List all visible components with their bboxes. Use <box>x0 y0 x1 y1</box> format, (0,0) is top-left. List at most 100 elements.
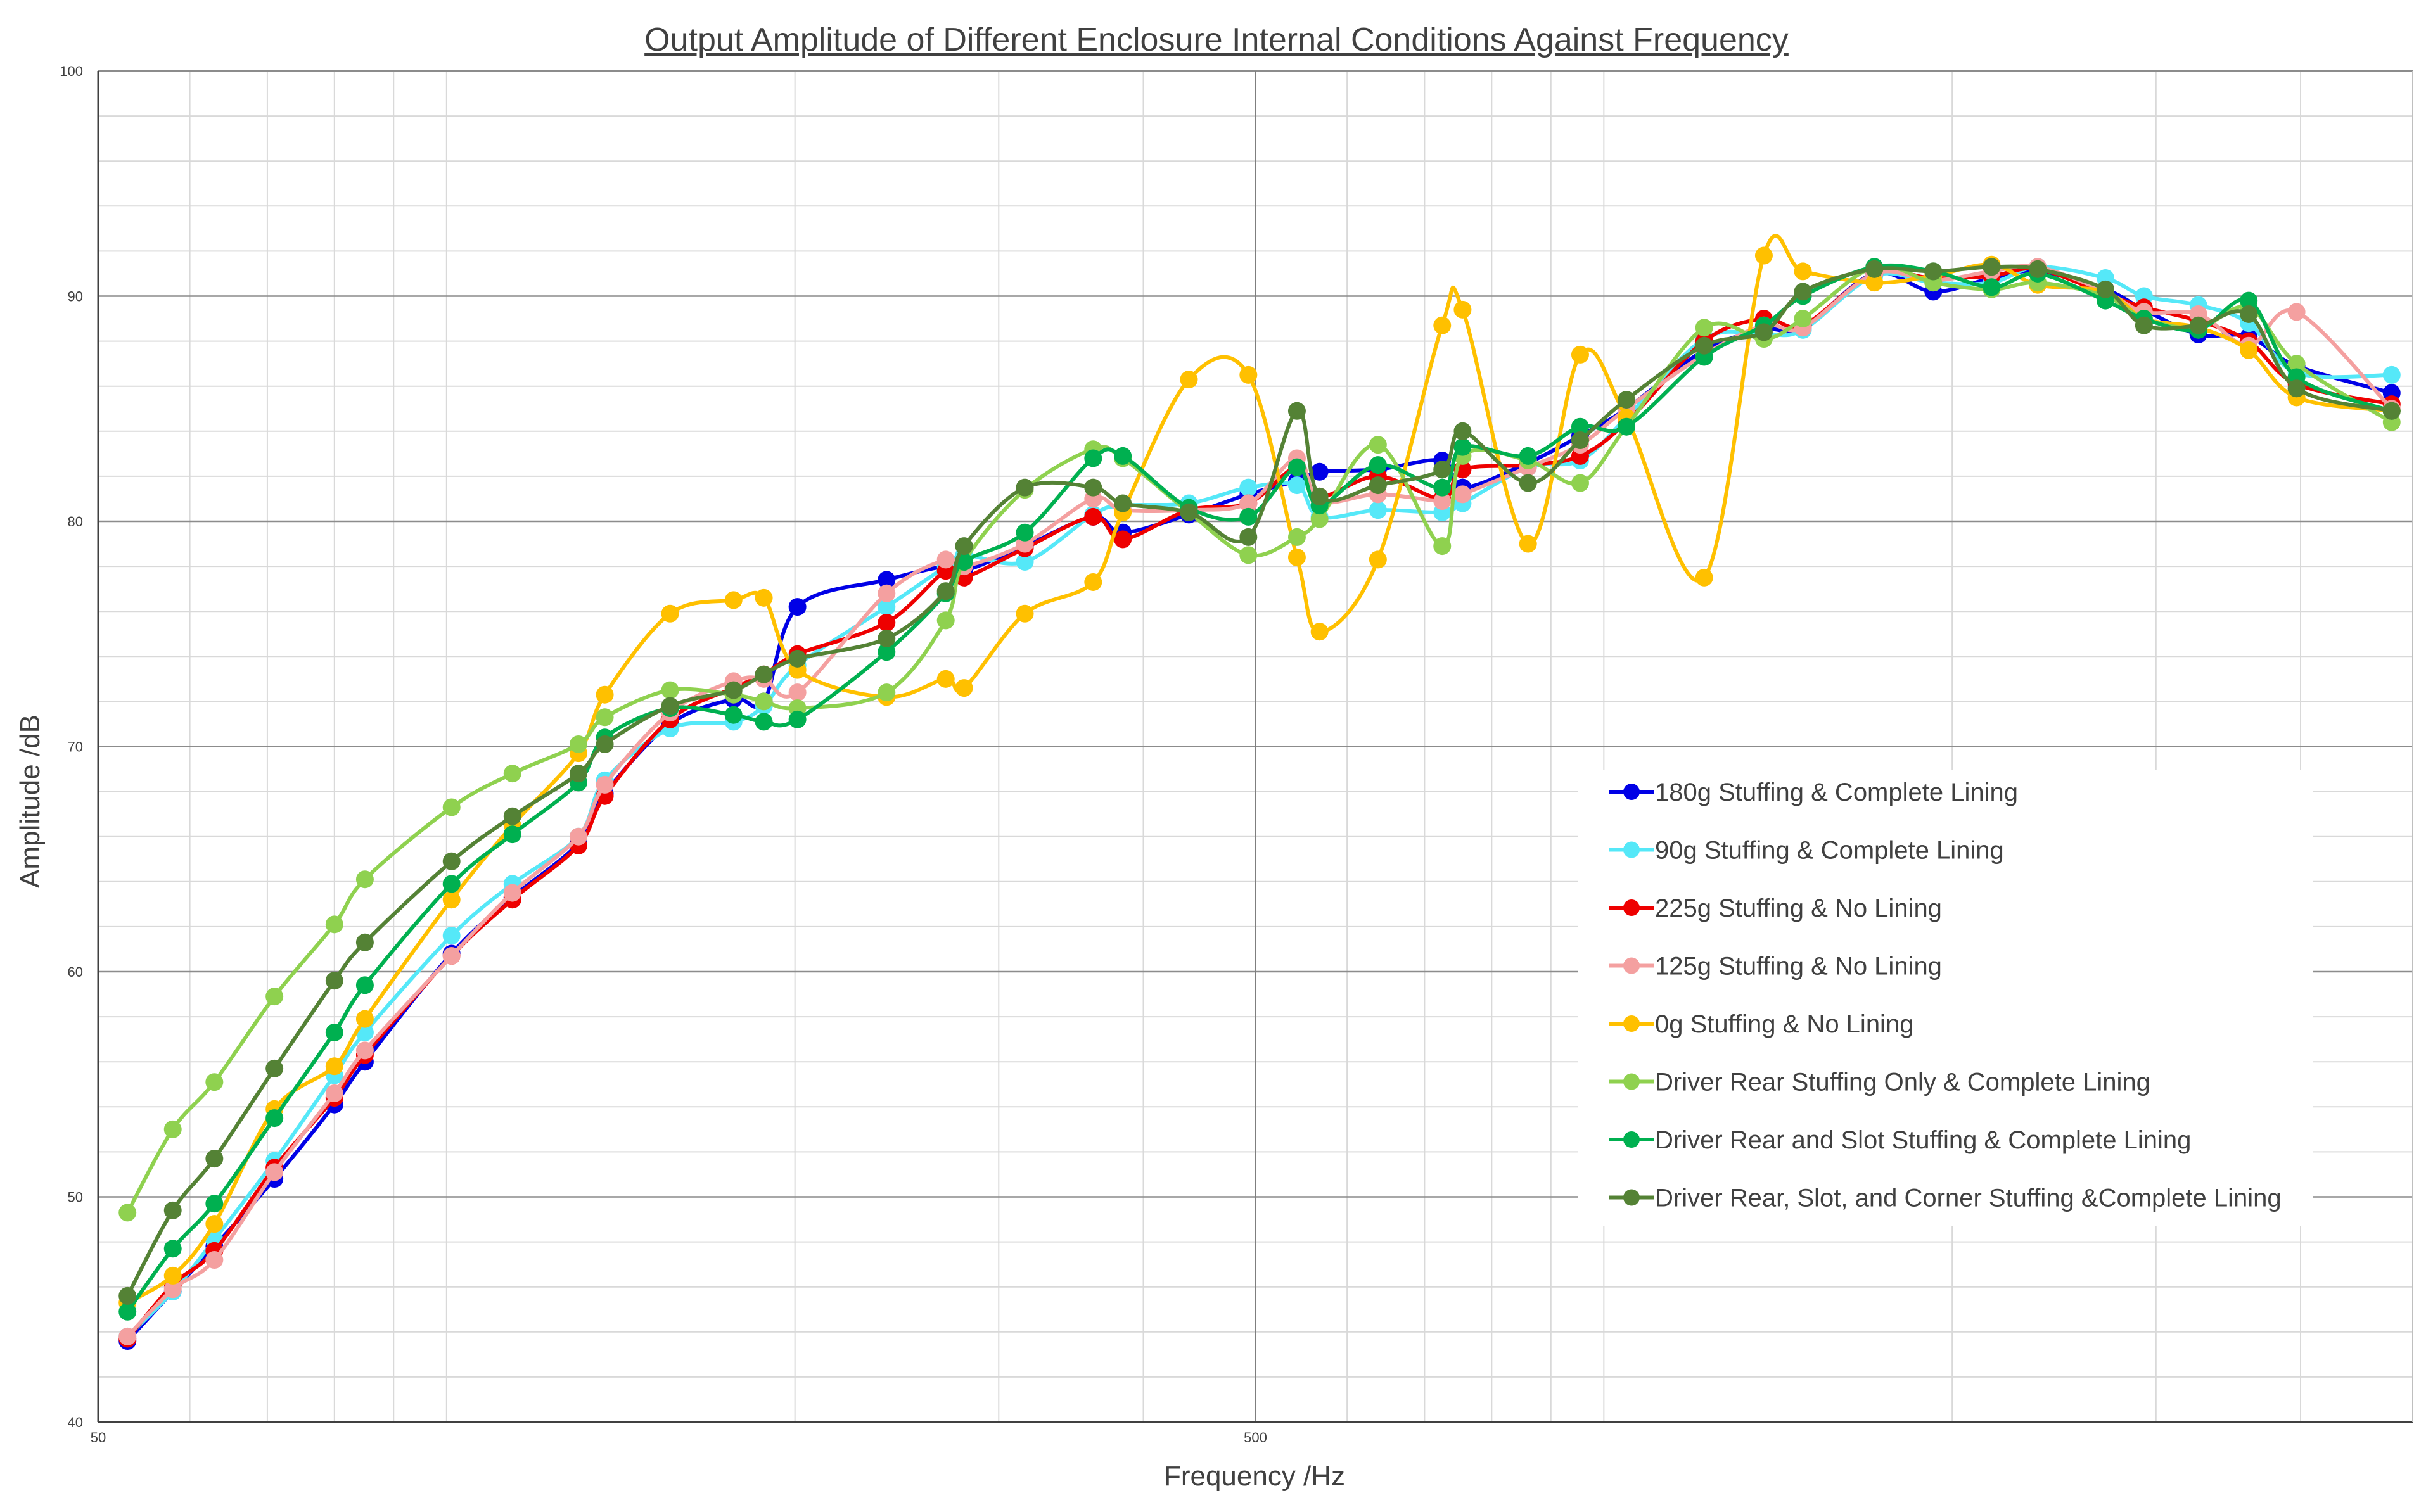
data-point <box>1180 371 1198 389</box>
y-tick-label: 100 <box>60 63 83 79</box>
data-point <box>163 1240 182 1258</box>
legend-label: Driver Rear and Slot Stuffing & Complete… <box>1655 1126 2191 1154</box>
data-point <box>1453 422 1472 440</box>
data-point <box>1084 507 1102 526</box>
legend-marker <box>1623 899 1640 916</box>
data-point <box>788 598 807 616</box>
data-point <box>442 798 461 816</box>
data-point <box>325 1023 343 1041</box>
legend-marker <box>1623 1073 1640 1090</box>
y-tick-label: 90 <box>68 289 83 305</box>
data-point <box>1754 323 1773 341</box>
data-point <box>878 571 896 589</box>
data-point <box>2240 291 2258 310</box>
data-point <box>1114 494 1132 512</box>
data-point <box>205 1195 224 1213</box>
data-point <box>878 613 896 632</box>
legend-label: Driver Rear Stuffing Only & Complete Lin… <box>1655 1069 2150 1096</box>
legend-marker <box>1623 1015 1640 1032</box>
data-point <box>755 665 773 683</box>
data-point <box>1287 528 1306 546</box>
data-point <box>596 735 614 753</box>
data-point <box>503 884 521 902</box>
data-point <box>1239 507 1258 526</box>
data-point <box>1016 604 1034 623</box>
data-point <box>724 591 743 609</box>
data-point <box>2189 316 2207 334</box>
data-point <box>2382 402 2401 420</box>
data-point <box>265 1163 284 1181</box>
data-point <box>442 891 461 909</box>
data-point <box>442 875 461 893</box>
data-point <box>1084 449 1102 467</box>
legend-label: 90g Stuffing & Complete Lining <box>1655 837 2004 865</box>
data-point <box>205 1073 224 1091</box>
data-point <box>355 933 374 951</box>
data-point <box>1016 478 1034 497</box>
legend-box <box>1578 770 2313 1226</box>
data-point <box>1519 447 1537 465</box>
data-point <box>755 713 773 731</box>
data-point <box>1239 478 1258 497</box>
data-point <box>1754 246 1773 265</box>
data-point <box>2097 280 2115 298</box>
data-point <box>1310 462 1329 481</box>
data-point <box>355 870 374 889</box>
x-axis-label: Frequency /Hz <box>1164 1461 1345 1492</box>
data-point <box>2287 379 2306 398</box>
data-point <box>788 710 807 728</box>
data-point <box>355 976 374 994</box>
data-point <box>1433 492 1452 511</box>
data-point <box>1287 402 1306 420</box>
data-point <box>163 1280 182 1299</box>
series-6 <box>118 258 2401 1222</box>
data-point <box>1433 537 1452 556</box>
data-point <box>936 670 955 688</box>
y-tick-label: 80 <box>68 514 83 530</box>
data-point <box>1084 478 1102 497</box>
data-point <box>163 1120 182 1138</box>
legend-marker <box>1623 1189 1640 1206</box>
data-point <box>2240 305 2258 323</box>
data-point <box>1983 258 2001 276</box>
data-point <box>205 1150 224 1168</box>
data-point <box>265 1109 284 1128</box>
data-point <box>355 1041 374 1060</box>
data-point <box>442 947 461 965</box>
data-point <box>265 988 284 1006</box>
data-point <box>724 706 743 724</box>
data-point <box>955 537 973 556</box>
legend-marker <box>1623 841 1640 858</box>
data-point <box>325 972 343 990</box>
data-point <box>569 735 587 753</box>
data-point <box>2382 365 2401 384</box>
data-point <box>1114 447 1132 465</box>
data-point <box>2287 355 2306 373</box>
data-point <box>118 1204 137 1222</box>
data-point <box>325 1084 343 1102</box>
legend-label: 180g Stuffing & Complete Lining <box>1655 778 2018 806</box>
data-point <box>118 1302 137 1321</box>
data-point <box>878 584 896 602</box>
data-point <box>355 1010 374 1028</box>
x-tick-label: 500 <box>1244 1430 1267 1445</box>
data-point <box>1618 417 1636 436</box>
data-point <box>1695 319 1713 337</box>
data-point <box>1239 365 1258 384</box>
data-point <box>1794 262 1812 281</box>
data-point <box>1084 573 1102 591</box>
y-tick-label: 40 <box>68 1414 83 1430</box>
data-point <box>1369 476 1387 495</box>
data-point <box>1433 461 1452 479</box>
y-tick-label: 50 <box>68 1190 83 1205</box>
data-point <box>2135 316 2153 334</box>
data-point <box>325 1057 343 1076</box>
data-point <box>325 915 343 934</box>
data-point <box>1571 417 1589 436</box>
data-point <box>1519 474 1537 492</box>
data-point <box>1453 485 1472 504</box>
data-point <box>596 708 614 727</box>
data-point <box>878 629 896 647</box>
data-point <box>1519 535 1537 553</box>
series-8 <box>118 258 2401 1305</box>
